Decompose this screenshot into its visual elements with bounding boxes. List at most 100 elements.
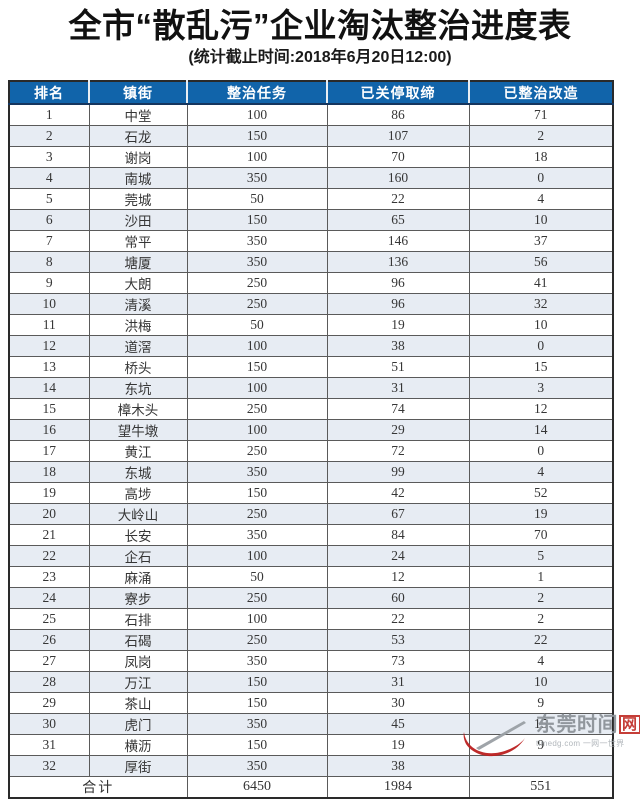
table-cell: 86	[326, 103, 470, 126]
table-cell: 清溪	[88, 293, 188, 315]
table-cell: 21	[8, 524, 90, 546]
table-cell: 19	[8, 482, 90, 504]
table-row: 6 沙田 150 65 10	[8, 209, 614, 231]
table-cell: 100	[186, 545, 328, 567]
table-cell: 2	[468, 608, 614, 630]
table-cell: 150	[186, 356, 328, 378]
table-cell: 0	[468, 167, 614, 189]
table-row: 2 石龙 150 107 2	[8, 125, 614, 147]
table-row: 19 高埗 150 42 52	[8, 482, 614, 504]
table-cell: 茶山	[88, 692, 188, 714]
table-cell: 30	[326, 692, 470, 714]
table-cell: 塘厦	[88, 251, 188, 273]
table-cell: 38	[326, 755, 470, 777]
table-cell: 74	[326, 398, 470, 420]
table-cell: 23	[8, 566, 90, 588]
table-cell: 100	[186, 146, 328, 168]
column-header-closed: 已关停取缔	[327, 81, 470, 105]
table-cell: 中堂	[88, 103, 188, 126]
table-cell: 71	[468, 103, 614, 126]
table-cell: 22	[326, 608, 470, 630]
table-row: 31 横沥 150 19 9	[8, 734, 614, 756]
table-row: 26 石碣 250 53 22	[8, 629, 614, 651]
table-cell: 22	[326, 188, 470, 210]
table-cell: 31	[8, 734, 90, 756]
table-cell: 350	[186, 251, 328, 273]
table-row: 21 长安 350 84 70	[8, 524, 614, 546]
table-cell: 51	[326, 356, 470, 378]
table-cell: 12	[8, 335, 90, 357]
table-cell: 19	[326, 314, 470, 336]
table-row: 28 万江 150 31 10	[8, 671, 614, 693]
table-cell: 29	[326, 419, 470, 441]
table-cell: 250	[186, 293, 328, 315]
table-cell: 2	[468, 125, 614, 147]
table-cell: 万江	[88, 671, 188, 693]
table-cell: 50	[186, 566, 328, 588]
table-cell: 0	[468, 440, 614, 462]
table-cell: 350	[186, 461, 328, 483]
table-cell: 11	[8, 314, 90, 336]
total-closed-value: 1984	[326, 776, 470, 799]
table-cell: 1	[8, 103, 90, 126]
page-subtitle: (统计截止时间:2018年6月20日12:00)	[188, 49, 452, 66]
table-row: 14 东坑 100 31 3	[8, 377, 614, 399]
table-cell: 黄江	[88, 440, 188, 462]
table-row: 23 麻涌 50 12 1	[8, 566, 614, 588]
table-cell: 9	[468, 734, 614, 756]
table-cell: 150	[186, 671, 328, 693]
table-cell: 8	[8, 251, 90, 273]
table-cell: 250	[186, 587, 328, 609]
table-body: 1 中堂 100 86 71 2 石龙 150 107 2 3 谢岗 100 70 18 4 南城 350 160 0…	[8, 103, 614, 777]
table-row: 29 茶山 150 30 9	[8, 692, 614, 714]
table-cell: 100	[186, 608, 328, 630]
table-cell: 350	[186, 167, 328, 189]
table-row: 24 寮步 250 60 2	[8, 587, 614, 609]
table-cell: 长安	[88, 524, 188, 546]
table-cell: 厚街	[88, 755, 188, 777]
table-cell: 31	[326, 377, 470, 399]
table-cell: 96	[326, 293, 470, 315]
table-cell: 70	[326, 146, 470, 168]
table-cell	[468, 755, 614, 777]
page: 全市“散乱污”企业淘汰整治进度表 (统计截止时间:2018年6月20日12:00…	[0, 6, 640, 799]
table-row: 15 樟木头 250 74 12	[8, 398, 614, 420]
table-cell: 17	[8, 440, 90, 462]
table-cell: 12	[468, 398, 614, 420]
table-cell: 大岭山	[88, 503, 188, 525]
column-header-task: 整治任务	[187, 81, 328, 105]
table-cell: 22	[8, 545, 90, 567]
table-cell: 15	[8, 398, 90, 420]
table-cell: 52	[468, 482, 614, 504]
table-cell: 10	[468, 671, 614, 693]
table-cell: 250	[186, 503, 328, 525]
table-cell: 14	[468, 419, 614, 441]
table-cell: 9	[8, 272, 90, 294]
table-cell: 7	[8, 230, 90, 252]
table-cell: 146	[326, 230, 470, 252]
table-cell: 250	[186, 440, 328, 462]
table-cell: 石龙	[88, 125, 188, 147]
table-cell: 56	[468, 251, 614, 273]
table-footer: 合计 6450 1984 551	[8, 776, 614, 799]
table-cell: 150	[186, 125, 328, 147]
table-cell: 22	[468, 629, 614, 651]
table-cell: 横沥	[88, 734, 188, 756]
table-cell: 麻涌	[88, 566, 188, 588]
table-cell: 2	[8, 125, 90, 147]
total-label: 合计	[8, 776, 188, 799]
table-cell: 250	[186, 629, 328, 651]
table-cell: 望牛墩	[88, 419, 188, 441]
table-cell: 3	[8, 146, 90, 168]
table-cell: 南城	[88, 167, 188, 189]
progress-table: 排名 镇街 整治任务 已关停取缔 已整治改造 1 中堂 100 86 71 2 石龙 150 1…	[8, 80, 614, 799]
table-cell: 高埗	[88, 482, 188, 504]
table-row: 1 中堂 100 86 71	[8, 103, 614, 126]
table-cell: 29	[8, 692, 90, 714]
table-cell: 350	[186, 524, 328, 546]
table-cell: 25	[8, 608, 90, 630]
table-row: 9 大朗 250 96 41	[8, 272, 614, 294]
table-cell: 100	[186, 335, 328, 357]
table-cell: 72	[326, 440, 470, 462]
table-cell: 150	[186, 482, 328, 504]
